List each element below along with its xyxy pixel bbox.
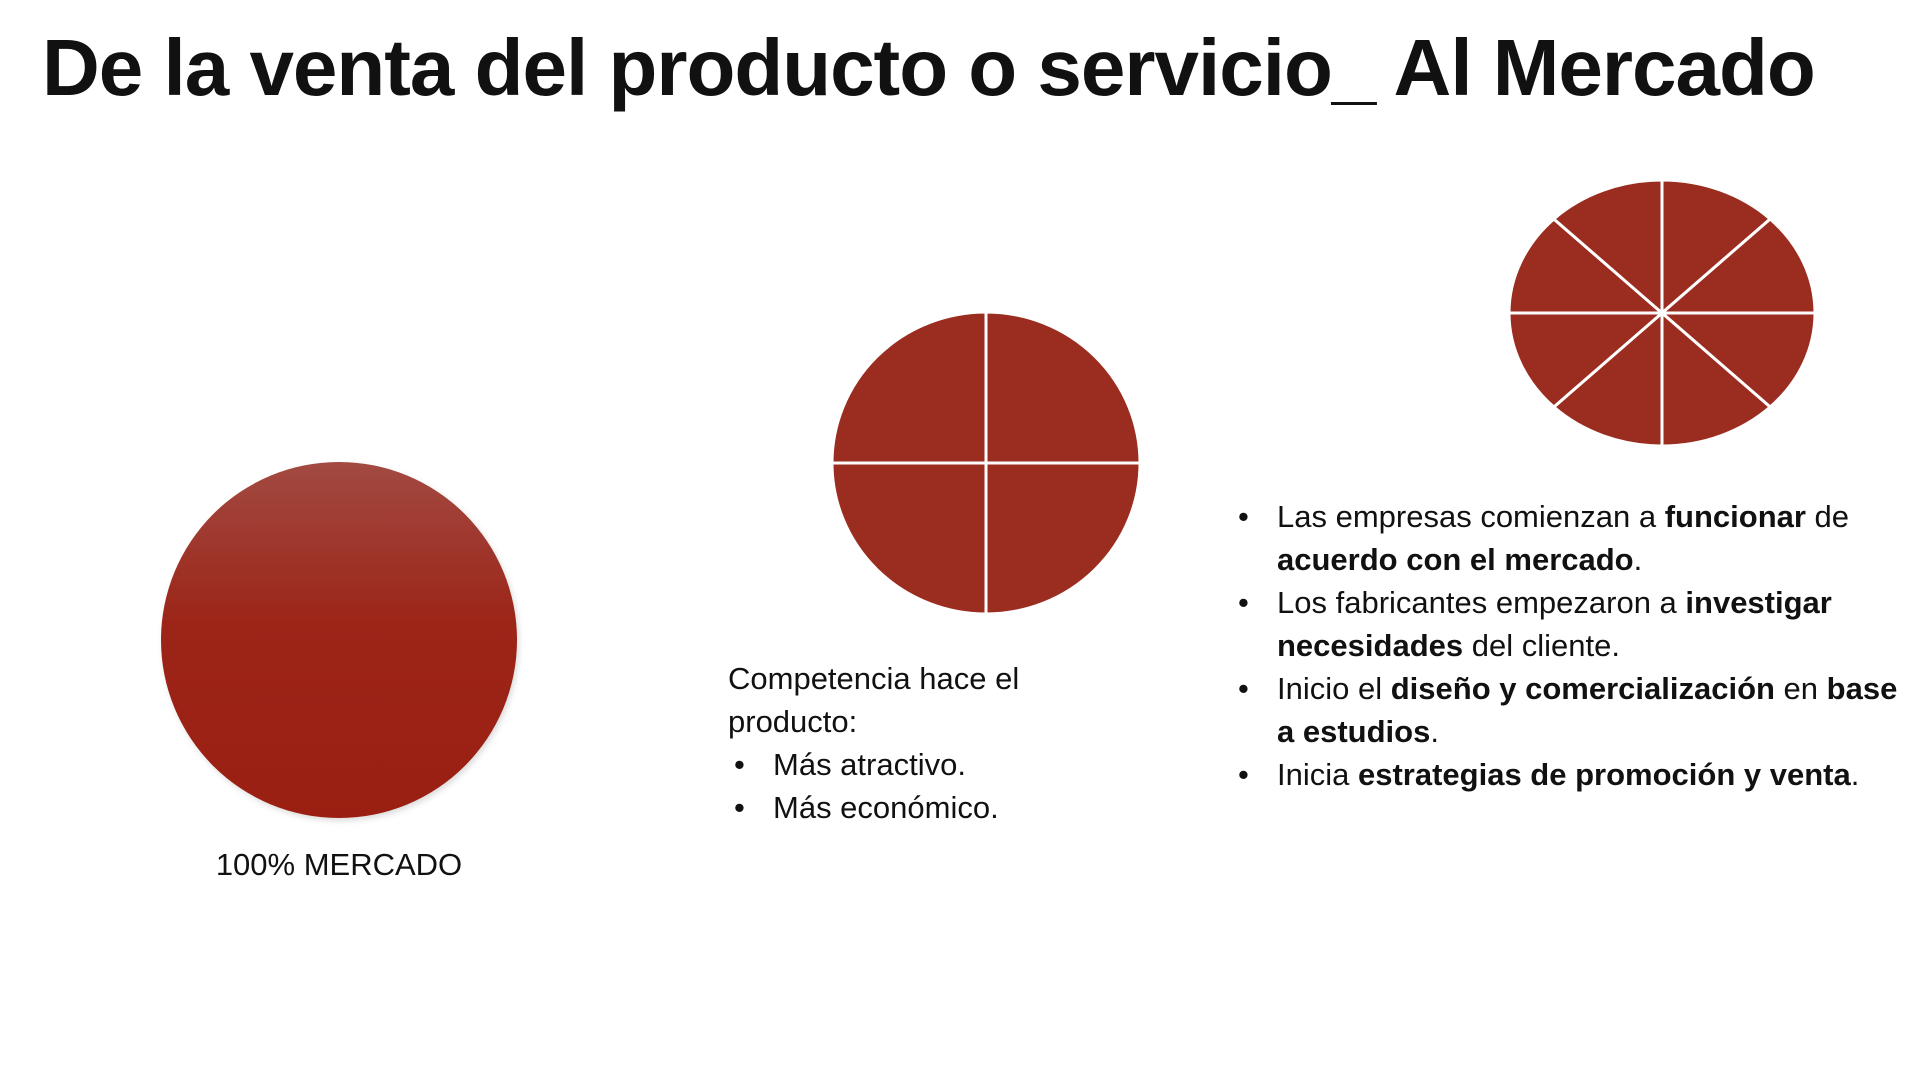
text-phrase: Inicio el xyxy=(1277,671,1391,706)
pie-segment xyxy=(1657,311,1817,410)
bold-phrase: acuerdo con el mercado xyxy=(1277,542,1634,577)
full-market-caption: 100% MERCADO xyxy=(215,847,463,882)
bold-phrase: diseño y comercialización xyxy=(1390,671,1775,706)
text-phrase: . xyxy=(1430,714,1439,749)
text-phrase: Las empresas comienzan a xyxy=(1277,499,1665,534)
pie-segment xyxy=(1660,309,1773,448)
market-bullet: Las empresas comienzan a funcionar de ac… xyxy=(1232,495,1920,581)
text-phrase: Inicia xyxy=(1277,757,1358,792)
pie-segment xyxy=(1507,311,1667,410)
four-segment-pie xyxy=(830,310,1142,616)
bold-phrase: funcionar xyxy=(1664,499,1806,534)
slide-title: De la venta del producto o servicio_ Al … xyxy=(42,23,1816,112)
eight-segment-pie xyxy=(1507,178,1817,448)
pie-segment xyxy=(984,310,1142,465)
pie-segment xyxy=(1657,216,1817,315)
pie-segment xyxy=(1551,178,1664,317)
bold-phrase: base a estudios xyxy=(1277,671,1898,749)
market-orientation-list: Las empresas comienzan a funcionar de ac… xyxy=(1232,495,1920,796)
pie-segment xyxy=(830,310,988,465)
market-bullet: Inicio el diseño y comercialización en b… xyxy=(1232,667,1920,753)
bold-phrase: estrategias de promoción y venta xyxy=(1357,757,1851,792)
text-phrase: Los fabricantes empezaron a xyxy=(1277,585,1686,620)
text-phrase: en xyxy=(1774,671,1827,706)
text-phrase: de xyxy=(1805,499,1850,534)
pie-segment xyxy=(1551,309,1664,448)
bold-phrase: investigar necesidades xyxy=(1277,585,1832,663)
pie-segment xyxy=(1660,178,1773,317)
text-phrase: del cliente. xyxy=(1463,628,1620,663)
market-bullet: Los fabricantes empezaron a investigar n… xyxy=(1232,581,1920,667)
pie-segment xyxy=(984,461,1142,616)
text-phrase: . xyxy=(1850,757,1860,792)
competition-intro: Competencia hace el producto: xyxy=(728,661,1020,739)
pie-segment xyxy=(1507,216,1667,315)
market-bullet: Inicia estrategias de promoción y venta. xyxy=(1232,753,1920,796)
text-phrase: . xyxy=(1633,542,1643,577)
full-market-circle xyxy=(161,462,517,818)
competition-bullet: Más económico. xyxy=(728,786,1068,829)
pie-segment xyxy=(830,461,988,616)
competition-text: Competencia hace el producto: Más atract… xyxy=(728,657,1068,829)
competition-bullet: Más atractivo. xyxy=(728,743,1068,786)
